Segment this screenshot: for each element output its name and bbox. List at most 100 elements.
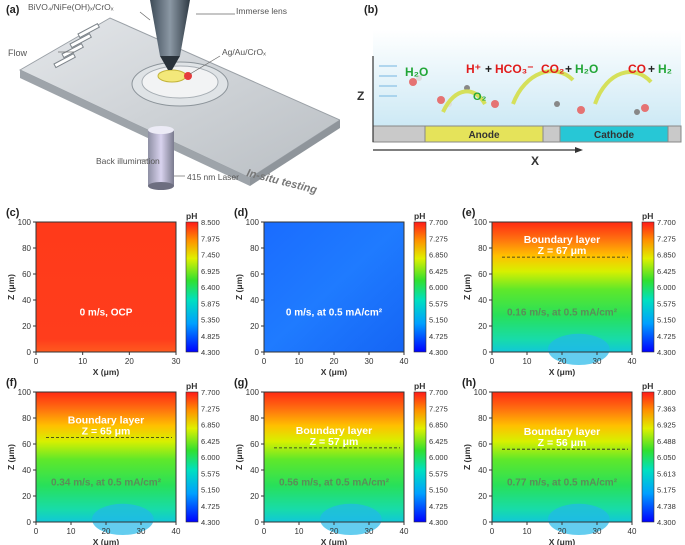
x-tick-label: 0 (262, 357, 267, 366)
y-axis-title: Z (μm) (234, 274, 244, 300)
condition-annotation: 0.77 m/s, at 0.5 mA/cm² (507, 478, 618, 489)
y-tick-label: 60 (478, 270, 487, 279)
colorbar-tick-label: 6.000 (429, 453, 448, 462)
colorbar-tick-label: 7.975 (201, 234, 220, 243)
x-tick-label: 10 (523, 357, 532, 366)
anode-bar (424, 125, 544, 143)
colorbar-tick-label: 7.275 (657, 234, 676, 243)
map-panel-label: (g) (234, 377, 248, 389)
colorbar-tick-label: 4.300 (429, 348, 448, 357)
colorbar-tick-label: 4.738 (657, 502, 676, 511)
colorbar-tick-label: 5.150 (657, 316, 676, 325)
colorbar-tick-label: 5.575 (201, 469, 220, 478)
x-tick-label: 0 (34, 527, 39, 536)
y-tick-label: 80 (22, 414, 31, 423)
condition-annotation: 0 m/s, OCP (80, 308, 133, 319)
ph-map-low-pocket (548, 333, 610, 365)
y-tick-label: 20 (22, 492, 31, 501)
colorbar (185, 391, 199, 523)
y-tick-label: 20 (22, 322, 31, 331)
colorbar-tick-label: 6.850 (429, 251, 448, 260)
colorbar-tick-label: 6.925 (201, 267, 220, 276)
x-tick-label: 20 (330, 527, 339, 536)
x-tick-label: 40 (400, 527, 409, 536)
chip-side-right (250, 120, 340, 186)
colorbar-tick-label: 7.275 (429, 404, 448, 413)
colorbar-tick-label: 5.875 (201, 299, 220, 308)
x-tick-label: 10 (67, 527, 76, 536)
condition-annotation: 0 m/s, at 0.5 mA/cm² (286, 308, 383, 319)
colorbar-tick-label: 7.700 (657, 218, 676, 227)
colorbar-tick-label: 4.300 (201, 348, 220, 357)
chip-side (20, 70, 250, 186)
x-tick-label: 30 (137, 527, 146, 536)
y-tick-label: 0 (255, 348, 260, 357)
species-h2o: H₂O (405, 65, 428, 79)
y-tick-label: 20 (250, 492, 259, 501)
colorbar-tick-label: 6.425 (429, 267, 448, 276)
colorbar-tick-label: 6.488 (657, 437, 676, 446)
y-tick-label: 40 (478, 296, 487, 305)
y-tick-label: 100 (474, 218, 488, 227)
boundary-z-label: Z = 65 μm (82, 426, 131, 438)
colorbar-tick-label: 6.050 (657, 453, 676, 462)
ph-map-low-pocket (548, 503, 610, 535)
y-tick-label: 80 (250, 244, 259, 253)
x-tick-label: 40 (400, 357, 409, 366)
x-tick-label: 10 (78, 357, 87, 366)
plot-frame (35, 221, 177, 353)
y-tick-label: 20 (478, 322, 487, 331)
laser-label: 415 nm Laser (187, 172, 239, 182)
ph-map-f: (f) 0 10 20 30 40 0 20 40 60 80 100 X (μm) Z (μm) Boun… (6, 377, 220, 545)
x-tick-label: 0 (490, 527, 495, 536)
ph-map-fill (36, 392, 176, 522)
species-co: CO (628, 62, 646, 76)
colorbar-tick-label: 6.850 (657, 251, 676, 260)
y-tick-label: 20 (478, 492, 487, 501)
x-tick-label: 30 (365, 527, 374, 536)
ph-map-c: (c) 0 10 20 30 0 20 40 60 80 100 X (μm) Z (μm) 0 m/s,… (6, 207, 220, 377)
colorbar-tick-label: 4.300 (657, 348, 676, 357)
colorbar-tick-label: 4.725 (657, 332, 676, 341)
colorbar-tick-label: 4.725 (429, 332, 448, 341)
y-tick-label: 100 (18, 218, 32, 227)
y-tick-label: 100 (246, 388, 260, 397)
y-tick-label: 60 (250, 270, 259, 279)
x-tick-label: 20 (558, 357, 567, 366)
panel-a-illustration: Flow BiVO₄/NiFe(OH)ₓ/CrOₓ Immerse lens A… (8, 0, 340, 196)
condition-annotation: 0.16 m/s, at 0.5 mA/cm² (507, 308, 618, 319)
y-tick-label: 0 (255, 518, 260, 527)
y-axis-title: Z (μm) (462, 444, 472, 470)
colorbar-tick-label: 5.575 (657, 299, 676, 308)
x-tick-label: 30 (365, 357, 374, 366)
y-tick-label: 0 (27, 518, 32, 527)
ph-map-e: (e) 0 10 20 30 40 0 20 40 60 80 100 X (μm) Z (μm) Boun… (462, 207, 676, 377)
colorbar-tick-label: 4.300 (201, 518, 220, 527)
anode-label: Anode (468, 130, 500, 141)
species-o2: O₂ (473, 91, 487, 103)
y-tick-label: 80 (478, 414, 487, 423)
ph-map-fill (264, 392, 404, 522)
back-illumination-label: Back illumination (96, 156, 160, 166)
boundary-layer-label: Boundary layer (296, 425, 372, 437)
x-tick-label: 20 (125, 357, 134, 366)
panel-a-label: (a) (6, 4, 20, 16)
colorbar-tick-label: 6.850 (201, 421, 220, 430)
species-hco3: HCO₃⁻ (495, 62, 534, 76)
electrode-label: BiVO₄/NiFe(OH)ₓ/CrOₓ (28, 2, 114, 12)
species-hplus: H⁺ (466, 62, 481, 76)
colorbar-tick-label: 5.150 (429, 486, 448, 495)
colorbar-tick-label: 4.300 (429, 518, 448, 527)
colorbar-tick-label: 4.825 (201, 332, 220, 341)
y-tick-label: 0 (483, 348, 488, 357)
colorbar-tick-label: 7.800 (657, 388, 676, 397)
species-h2o-b: H₂O (575, 62, 598, 76)
species-h2: H₂ (658, 62, 672, 76)
colorbar-tick-label: 8.500 (201, 218, 220, 227)
cathode-bar (559, 125, 669, 143)
cathode-label: Ag/Au/CrOₓ (222, 47, 266, 57)
x-tick-label: 0 (490, 357, 495, 366)
colorbar-tick-label: 4.725 (201, 502, 220, 511)
colorbar-title: pH (186, 211, 197, 221)
panel-b-schematic: Anode Cathode Z X H₂O H⁺ + HCO₃⁻ CO₂ + H… (357, 30, 682, 168)
